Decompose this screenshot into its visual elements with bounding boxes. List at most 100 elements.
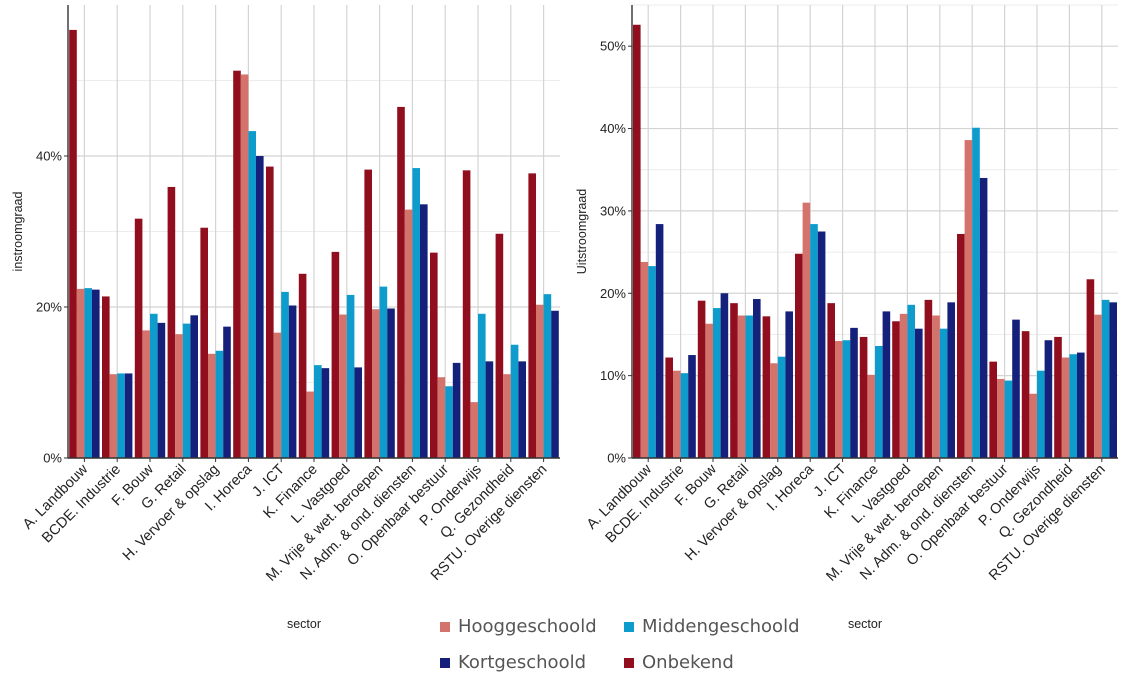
bar-onbekend-g-retail xyxy=(730,303,738,458)
bar-onbekend-j-ict xyxy=(266,166,274,458)
bar-onbekend-p-onderwijs xyxy=(1021,331,1030,458)
bar-onbekend-k-finance xyxy=(859,336,868,458)
bar-kort-p-onderwijs xyxy=(485,361,494,458)
bar-hoog-p-onderwijs xyxy=(470,402,478,458)
bar-hoog-o-openbaar-bestuur xyxy=(997,378,1005,458)
bar-kort-k-finance xyxy=(321,368,330,458)
bar-hoog-h-vervoer-opslag xyxy=(770,363,778,458)
bar-hoog-k-finance xyxy=(306,391,314,458)
bar-midden-m-vrije-wet-beroepen xyxy=(379,286,388,458)
bar-kort-bcde-industrie xyxy=(124,373,133,458)
bar-midden-o-openbaar-bestuur xyxy=(1004,380,1013,458)
legend-swatch-hooggeschoold xyxy=(440,621,450,632)
bar-hoog-o-openbaar-bestuur xyxy=(437,377,446,458)
chart-legend: Hooggeschoold Middengeschoold Kortgescho… xyxy=(440,612,840,673)
bar-onbekend-m-vrije-wet-beroepen xyxy=(924,299,933,458)
bar-hoog-n-adm-ond-diensten xyxy=(964,140,973,459)
bar-kort-p-onderwijs xyxy=(1044,340,1053,458)
bar-midden-a-landbouw xyxy=(648,266,656,458)
y-axis-title: instroomgraad xyxy=(11,192,25,272)
bar-onbekend-q-gezondheid xyxy=(1054,336,1062,458)
bar-midden-p-onderwijs xyxy=(1037,370,1045,458)
bar-hoog-q-gezondheid xyxy=(1061,357,1070,458)
bar-kort-m-vrije-wet-beroepen xyxy=(947,302,955,458)
bar-kort-f-bouw xyxy=(720,293,729,458)
bar-onbekend-bcde-industrie xyxy=(102,296,110,458)
bar-hoog-a-landbouw xyxy=(640,261,649,458)
bar-onbekend-i-horeca xyxy=(795,253,803,458)
bar-kort-bcde-industrie xyxy=(688,355,696,458)
bar-onbekend-k-finance xyxy=(298,273,307,458)
bar-hoog-l-vastgoed xyxy=(899,313,908,458)
bar-kort-n-adm-ond-diensten xyxy=(420,204,428,458)
bar-midden-bcde-industrie xyxy=(680,373,689,458)
bar-onbekend-bcde-industrie xyxy=(665,357,673,458)
bar-hoog-f-bouw xyxy=(142,330,150,458)
bar-midden-q-gezondheid xyxy=(1069,354,1077,458)
bar-hoog-p-onderwijs xyxy=(1029,393,1037,458)
bar-kort-a-landbouw xyxy=(92,289,100,458)
bar-midden-rstu-overige-diensten xyxy=(1101,299,1110,458)
bar-onbekend-q-gezondheid xyxy=(495,233,504,458)
bar-kort-q-gezondheid xyxy=(518,361,526,458)
bar-onbekend-rstu-overige-diensten xyxy=(1086,279,1095,458)
bar-midden-j-ict xyxy=(281,291,289,458)
y-tick-label: 30% xyxy=(600,203,626,218)
bar-hoog-a-landbouw xyxy=(76,288,85,458)
legend-item-onbekend: Onbekend xyxy=(624,652,734,673)
y-tick-label: 20% xyxy=(600,286,626,301)
bar-hoog-j-ict xyxy=(835,341,843,458)
bar-kort-o-openbaar-bestuur xyxy=(452,362,461,458)
bar-kort-h-vervoer-opslag xyxy=(785,311,793,458)
y-tick-label: 20% xyxy=(36,300,62,315)
bar-hoog-rstu-overige-diensten xyxy=(1094,314,1102,458)
bar-kort-i-horeca xyxy=(256,156,264,458)
bar-midden-k-finance xyxy=(875,345,883,458)
legend-swatch-middengeschoold xyxy=(624,621,634,632)
legend-item-hooggeschoold: Hooggeschoold xyxy=(440,616,597,637)
bar-kort-f-bouw xyxy=(157,322,166,458)
bar-onbekend-i-horeca xyxy=(233,70,241,458)
y-tick-label: 50% xyxy=(600,39,626,54)
bar-kort-rstu-overige-diensten xyxy=(1109,302,1117,458)
bar-midden-a-landbouw xyxy=(84,288,92,458)
bar-onbekend-o-openbaar-bestuur xyxy=(989,361,997,458)
bar-kort-j-ict xyxy=(850,327,858,458)
bar-hoog-l-vastgoed xyxy=(339,314,347,458)
bar-hoog-bcde-industrie xyxy=(109,374,118,458)
bar-kort-q-gezondheid xyxy=(1077,352,1085,458)
bar-hoog-m-vrije-wet-beroepen xyxy=(372,309,380,458)
bar-kort-l-vastgoed xyxy=(915,328,923,458)
bar-onbekend-m-vrije-wet-beroepen xyxy=(364,169,372,458)
bar-onbekend-g-retail xyxy=(167,186,176,458)
legend-label-kortgeschoold: Kortgeschoold xyxy=(458,652,587,673)
bar-midden-g-retail xyxy=(745,315,753,458)
bar-onbekend-p-onderwijs xyxy=(462,170,471,458)
bar-onbekend-n-adm-ond-diensten xyxy=(397,106,405,459)
x-axis-title: sector xyxy=(848,617,882,631)
bar-midden-n-adm-ond-diensten xyxy=(972,127,980,459)
bar-midden-m-vrije-wet-beroepen xyxy=(939,328,948,458)
y-tick-label: 10% xyxy=(600,368,626,383)
bar-kort-o-openbaar-bestuur xyxy=(1012,319,1020,458)
bar-midden-f-bouw xyxy=(150,313,158,458)
bar-hoog-g-retail xyxy=(175,334,183,458)
bar-onbekend-l-vastgoed xyxy=(892,321,900,458)
legend-swatch-onbekend xyxy=(624,657,634,668)
bar-midden-f-bouw xyxy=(713,308,721,458)
bar-kort-g-retail xyxy=(190,315,198,458)
x-axis-title: sector xyxy=(287,617,321,631)
y-tick-label: 40% xyxy=(36,149,62,164)
bar-midden-n-adm-ond-diensten xyxy=(412,168,420,458)
bar-midden-g-retail xyxy=(182,323,191,458)
bar-hoog-rstu-overige-diensten xyxy=(536,304,544,458)
bar-hoog-i-horeca xyxy=(802,202,811,458)
bar-kort-i-horeca xyxy=(817,231,826,458)
bar-midden-i-horeca xyxy=(248,131,256,458)
bar-onbekend-j-ict xyxy=(827,303,835,458)
bar-midden-h-vervoer-opslag xyxy=(777,356,786,458)
bar-midden-h-vervoer-opslag xyxy=(215,350,224,458)
